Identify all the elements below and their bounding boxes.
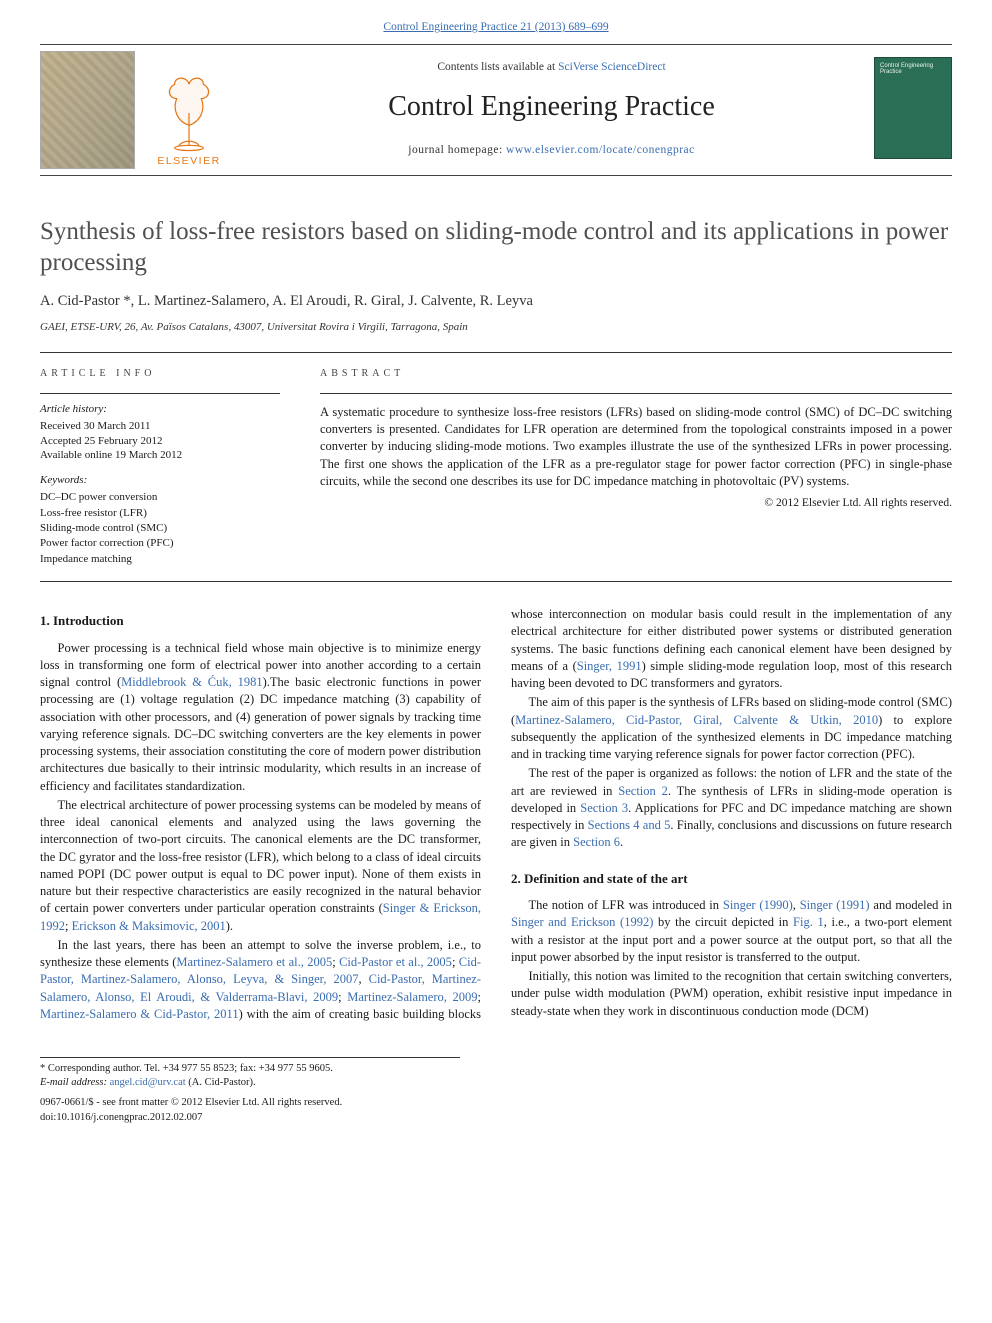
citation-link[interactable]: Martinez-Salamero, 2009 (347, 990, 477, 1004)
abstract-block: abstract A systematic procedure to synth… (320, 367, 952, 567)
text-run: ; (452, 955, 459, 969)
masthead-center: Contents lists available at SciVerse Sci… (243, 45, 860, 175)
email-label: E-mail address: (40, 1077, 107, 1088)
section-link[interactable]: Section 2 (618, 784, 668, 798)
abstract-copyright: © 2012 Elsevier Ltd. All rights reserved… (320, 496, 952, 512)
keyword: Loss-free resistor (LFR) (40, 506, 280, 521)
doi-line: doi:10.1016/j.conengprac.2012.02.007 (40, 1111, 460, 1125)
journal-citation-link[interactable]: Control Engineering Practice 21 (2013) 6… (40, 20, 952, 36)
article-title: Synthesis of loss-free resistors based o… (40, 216, 952, 279)
article-history-head: Article history: (40, 402, 280, 417)
section-2-heading: 2. Definition and state of the art (511, 870, 952, 888)
author-list: A. Cid-Pastor *, L. Martinez-Salamero, A… (40, 292, 952, 312)
section-1-heading: 1. Introduction (40, 612, 481, 630)
journal-homepage-link[interactable]: www.elsevier.com/locate/conengprac (506, 144, 695, 156)
journal-title: Control Engineering Practice (388, 88, 715, 126)
paragraph: The notion of LFR was introduced in Sing… (511, 897, 952, 966)
footnotes: * Corresponding author. Tel. +34 977 55 … (40, 1057, 460, 1125)
citation-link[interactable]: Martinez-Salamero, Cid-Pastor, Giral, Ca… (515, 713, 878, 727)
body-columns: 1. Introduction Power processing is a te… (40, 606, 952, 1023)
text-run: . (620, 835, 623, 849)
figure-link[interactable]: Fig. 1 (793, 915, 824, 929)
section-link[interactable]: Sections 4 and 5 (588, 818, 671, 832)
cover-thumb-title: Control Engineering Practice (880, 63, 946, 76)
email-link[interactable]: angel.cid@urv.cat (110, 1077, 186, 1088)
text-run: , (793, 898, 800, 912)
article-info-block: article info Article history: Received 3… (40, 367, 280, 567)
email-line: E-mail address: angel.cid@urv.cat (A. Ci… (40, 1076, 460, 1090)
abstract-rule (320, 393, 952, 394)
abstract-text: A systematic procedure to synthesize los… (320, 404, 952, 490)
paragraph: The rest of the paper is organized as fo… (511, 765, 952, 851)
paragraph: Initially, this notion was limited to th… (511, 968, 952, 1020)
issn-line: 0967-0661/$ - see front matter © 2012 El… (40, 1096, 460, 1110)
publisher-cover-art (40, 51, 135, 169)
info-rule (40, 393, 280, 394)
abstract-label: abstract (320, 367, 952, 381)
affiliation: GAEI, ETSE-URV, 26, Av. Països Catalans,… (40, 320, 952, 335)
keyword: Impedance matching (40, 552, 280, 567)
corresponding-author-note: * Corresponding author. Tel. +34 977 55 … (40, 1062, 460, 1076)
keyword: DC–DC power conversion (40, 490, 280, 505)
elsevier-wordmark: ELSEVIER (157, 154, 220, 168)
paragraph: Power processing is a technical field wh… (40, 640, 481, 795)
keyword: Power factor correction (PFC) (40, 536, 280, 551)
keyword: Sliding-mode control (SMC) (40, 521, 280, 536)
text-run: ; (478, 990, 481, 1004)
citation-link[interactable]: Singer (1990) (723, 898, 793, 912)
citation-link[interactable]: Singer (1991) (800, 898, 870, 912)
article-meta-row: article info Article history: Received 3… (40, 353, 952, 581)
section-link[interactable]: Section 6 (573, 835, 620, 849)
history-accepted: Accepted 25 February 2012 (40, 434, 280, 449)
contents-available-line: Contents lists available at SciVerse Sci… (437, 60, 665, 76)
text-run: ; (65, 919, 72, 933)
history-online: Available online 19 March 2012 (40, 448, 280, 463)
sciencedirect-link[interactable]: SciVerse ScienceDirect (558, 61, 666, 73)
text-run: The electrical architecture of power pro… (40, 798, 481, 916)
history-received: Received 30 March 2011 (40, 419, 280, 434)
email-tail: (A. Cid-Pastor). (186, 1077, 256, 1088)
elsevier-logo: ELSEVIER (149, 51, 229, 169)
citation-link[interactable]: Middlebrook & Ćuk, 1981 (121, 675, 262, 689)
article-info-label: article info (40, 367, 280, 381)
rule-bottom (40, 581, 952, 582)
text-run: and modeled in (870, 898, 952, 912)
paragraph: The electrical architecture of power pro… (40, 797, 481, 935)
text-run: ).The basic electronic functions in powe… (40, 675, 481, 793)
journal-cover-thumbnail: Control Engineering Practice (874, 57, 952, 159)
citation-link[interactable]: Erickson & Maksimovic, 2001 (72, 919, 226, 933)
text-run: ). (226, 919, 233, 933)
citation-link[interactable]: Cid-Pastor et al., 2005 (339, 955, 452, 969)
front-matter-block: 0967-0661/$ - see front matter © 2012 El… (40, 1096, 460, 1124)
elsevier-tree-icon (158, 74, 220, 152)
section-link[interactable]: Section 3 (580, 801, 628, 815)
citation-link[interactable]: Martinez-Salamero et al., 2005 (176, 955, 332, 969)
paragraph: The aim of this paper is the synthesis o… (511, 694, 952, 763)
text-run: , (358, 972, 368, 986)
journal-homepage-line: journal homepage: www.elsevier.com/locat… (408, 143, 694, 159)
text-run: by the circuit depicted in (653, 915, 793, 929)
masthead: ELSEVIER Contents lists available at Sci… (40, 44, 952, 176)
citation-link[interactable]: Singer and Erickson (1992) (511, 915, 653, 929)
citation-link[interactable]: Martinez-Salamero & Cid-Pastor, 2011 (40, 1007, 239, 1021)
homepage-pre: journal homepage: (408, 144, 506, 156)
text-run: ; (338, 990, 347, 1004)
keywords-head: Keywords: (40, 473, 280, 488)
citation-link[interactable]: Singer, 1991 (577, 659, 642, 673)
contents-pre: Contents lists available at (437, 61, 558, 73)
text-run: The notion of LFR was introduced in (529, 898, 723, 912)
